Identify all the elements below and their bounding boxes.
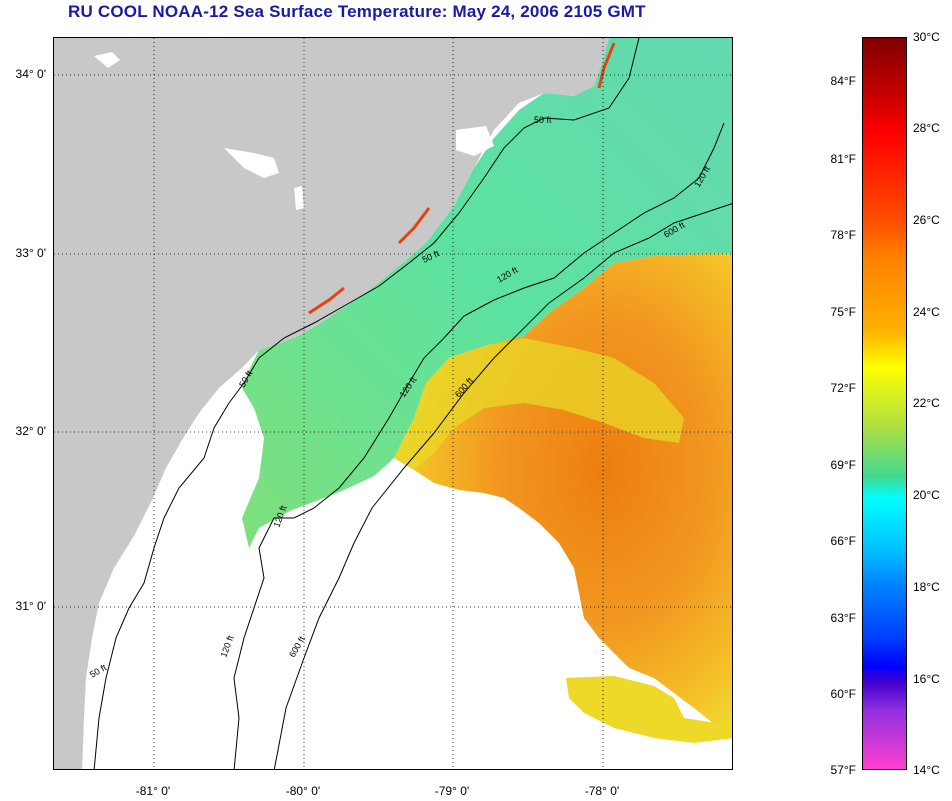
longitude-label: -80° 0' — [285, 784, 321, 798]
longitude-label: -78° 0' — [584, 784, 620, 798]
colorbar-fahrenheit-label: 75°F — [830, 305, 856, 319]
warm-patch — [566, 676, 732, 743]
colorbar-celsius-label: 18°C — [913, 580, 940, 594]
colorbar-fahrenheit-label: 66°F — [830, 534, 856, 548]
temperature-colorbar — [862, 37, 907, 770]
inland-water — [294, 186, 304, 210]
colorbar-celsius-label: 24°C — [913, 305, 940, 319]
colorbar-celsius-label: 20°C — [913, 488, 940, 502]
contour-120ft — [233, 122, 725, 769]
inland-water — [456, 126, 494, 156]
depth-contours — [93, 38, 732, 769]
longitude-label: -79° 0' — [434, 784, 470, 798]
colorbar-fahrenheit-label: 78°F — [830, 228, 856, 242]
inland-water — [224, 148, 279, 178]
land-area — [54, 38, 609, 769]
colorbar-fahrenheit-label: 63°F — [830, 611, 856, 625]
latitude-label: 31° 0' — [15, 599, 46, 613]
colorbar-celsius-label: 22°C — [913, 396, 940, 410]
colorbar-fahrenheit-label: 69°F — [830, 458, 856, 472]
graticule — [54, 38, 732, 769]
transition-water — [394, 338, 684, 470]
sst-map[interactable]: 50 ft 50 ft 50 ft 50 ft 120 ft 120 ft 12… — [53, 37, 733, 770]
contour-50ft — [93, 38, 640, 769]
contour-600ft — [273, 203, 732, 769]
colorbar-celsius-label: 30°C — [913, 30, 940, 44]
contour-label-50ft: 50 ft — [534, 115, 552, 125]
colorbar-fahrenheit-label: 81°F — [830, 152, 856, 166]
coastal-water — [242, 38, 732, 548]
colorbar-fahrenheit-label: 60°F — [830, 687, 856, 701]
latitude-label: 33° 0' — [15, 246, 46, 260]
latitude-label: 34° 0' — [15, 67, 46, 81]
inland-water — [94, 52, 120, 68]
colorbar-celsius-label: 26°C — [913, 213, 940, 227]
latitude-label: 32° 0' — [15, 424, 46, 438]
colorbar-fahrenheit-label: 72°F — [830, 381, 856, 395]
colorbar-fahrenheit-label: 84°F — [830, 74, 856, 88]
map-title: RU COOL NOAA-12 Sea Surface Temperature:… — [68, 2, 646, 21]
coastal-warm-strip — [308, 42, 616, 315]
colorbar-fahrenheit-label: 57°F — [830, 763, 856, 777]
longitude-label: -81° 0' — [135, 784, 171, 798]
colorbar-celsius-label: 14°C — [913, 763, 940, 777]
colorbar-celsius-label: 28°C — [913, 121, 940, 135]
colorbar-celsius-label: 16°C — [913, 672, 940, 686]
